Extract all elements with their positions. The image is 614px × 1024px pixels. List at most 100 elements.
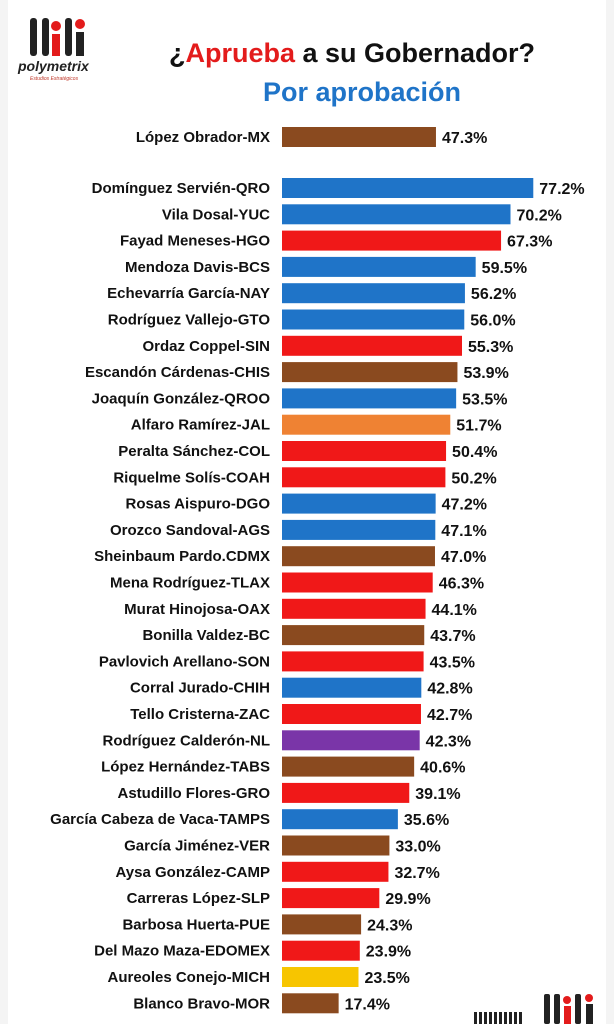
bar-label: Ordaz Coppel-SIN	[142, 338, 270, 355]
polymetrix-small-logo-icon	[544, 994, 593, 1024]
bar-label: López Obrador-MX	[136, 129, 270, 146]
bar	[282, 756, 415, 777]
bar-label: López Hernández-TABS	[101, 759, 270, 776]
bar-value-label: 47.2%	[442, 497, 487, 514]
bar	[282, 598, 426, 619]
bar	[282, 441, 447, 461]
bar	[282, 414, 451, 435]
bar	[282, 362, 458, 383]
bar-value-label: 43.5%	[430, 654, 475, 671]
bar-label: García Jiménez-VER	[124, 838, 270, 855]
bar	[282, 309, 465, 330]
bar	[282, 861, 389, 882]
bar-value-label: 24.3%	[367, 917, 412, 934]
title-prefix: ¿	[168, 38, 186, 68]
bar-value-label: 53.5%	[462, 391, 507, 408]
bar-label: Rodríguez Vallejo-GTO	[108, 312, 271, 329]
bar-value-label: 39.1%	[415, 786, 460, 803]
bar	[282, 546, 435, 567]
bar	[282, 967, 359, 987]
bar-value-label: 32.7%	[394, 865, 439, 882]
bar-value-label: 44.1%	[432, 602, 477, 619]
bar-value-label: 40.6%	[420, 760, 465, 777]
bar	[282, 809, 398, 830]
bar-value-label: 23.9%	[366, 944, 411, 961]
bar-label: Mena Rodríguez-TLAX	[110, 575, 270, 592]
bar-label: Riquelme Solís-COAH	[113, 469, 270, 486]
bar-label: Aureoles Conejo-MICH	[107, 969, 270, 986]
bar	[282, 704, 421, 724]
bar	[282, 467, 446, 488]
bar-label: Orozco Sandoval-AGS	[110, 522, 270, 539]
bar-label: Mendoza Davis-BCS	[125, 259, 270, 276]
bar-label: Vila Dosal-YUC	[162, 206, 270, 223]
bar	[282, 388, 457, 409]
infographic-card: polymetrix Estudios Estratégicos ¿Aprueb…	[8, 0, 606, 1024]
bar-label: Echevarría García-NAY	[107, 285, 270, 302]
bar-label: Aysa González-CAMP	[116, 864, 270, 881]
bar-value-label: 67.3%	[507, 234, 552, 251]
bar-value-label: 33.0%	[395, 839, 440, 856]
bar-label: Escandón Cárdenas-CHIS	[85, 364, 270, 381]
bar	[282, 993, 339, 1014]
bar-label: Astudillo Flores-GRO	[117, 785, 270, 802]
bar	[282, 730, 420, 751]
bar-label: García Cabeza de Vaca-TAMPS	[50, 811, 270, 828]
bar-value-label: 47.3%	[442, 130, 487, 147]
bar-value-label: 50.2%	[451, 470, 496, 487]
bar-value-label: 46.3%	[439, 576, 484, 593]
bar-label: Murat Hinojosa-OAX	[124, 601, 270, 618]
bar-value-label: 42.7%	[427, 707, 472, 724]
bar-label: Fayad Meneses-HGO	[120, 233, 270, 250]
bar	[282, 940, 360, 961]
bar-value-label: 43.7%	[430, 628, 475, 645]
bar-value-label: 23.5%	[364, 970, 409, 987]
bar	[282, 127, 436, 147]
bar-value-label: 50.4%	[452, 444, 497, 461]
qr-code-icon	[474, 1012, 524, 1024]
bar-value-label: 70.2%	[517, 207, 562, 224]
bar	[282, 888, 380, 909]
logo-tagline: Estudios Estratégicos	[30, 76, 79, 82]
bar-value-label: 53.9%	[463, 365, 508, 382]
bar-value-label: 56.2%	[471, 286, 516, 303]
bar-label: Rosas Aispuro-DGO	[126, 496, 271, 513]
bar-chart: López Obrador-MX 47.3% Domínguez Servién-Q…	[50, 127, 585, 1014]
chart-subtitle: Por aprobación	[262, 77, 462, 107]
bar-value-label: 77.2%	[539, 181, 584, 198]
bar-label: Bonilla Valdez-BC	[142, 627, 270, 644]
bar-label: Joaquín González-QROO	[92, 390, 271, 407]
bar	[282, 283, 465, 304]
bar-value-label: 51.7%	[456, 418, 501, 435]
bar-value-label: 55.3%	[468, 339, 513, 356]
bar	[282, 572, 433, 593]
bar-label: Rodríguez Calderón-NL	[103, 732, 271, 749]
bar	[282, 230, 502, 251]
bar	[282, 178, 534, 198]
bar-label: Sheinbaum Pardo.CDMX	[94, 548, 270, 565]
bar	[282, 914, 362, 935]
bar-label: Alfaro Ramírez-JAL	[131, 417, 270, 434]
bar-label: Tello Cristerna-ZAC	[130, 706, 270, 723]
bar-value-label: 17.4%	[345, 996, 390, 1013]
bar-value-label: 42.3%	[426, 733, 471, 750]
bar-value-label: 42.8%	[427, 681, 472, 698]
bar-label: Domínguez Servién-QRO	[92, 180, 271, 197]
bar	[282, 335, 463, 356]
bar	[282, 651, 424, 672]
bar-value-label: 35.6%	[404, 812, 449, 829]
bar-label: Peralta Sánchez-COL	[118, 443, 270, 460]
bar	[282, 677, 422, 698]
bar	[282, 782, 410, 803]
title-accent: Aprueba	[185, 38, 295, 68]
bar-label: Carreras López-SLP	[127, 890, 270, 907]
bar	[282, 519, 436, 540]
bar	[282, 256, 476, 277]
bar-value-label: 47.0%	[441, 549, 486, 566]
bar-label: Corral Jurado-CHIH	[130, 680, 270, 697]
bar	[282, 204, 511, 225]
bar-value-label: 56.0%	[470, 313, 515, 330]
bar-label: Del Mazo Maza-EDOMEX	[94, 943, 270, 960]
logo-wordmark: polymetrix	[18, 58, 89, 74]
title-rest: a su Gobernador?	[294, 38, 536, 68]
